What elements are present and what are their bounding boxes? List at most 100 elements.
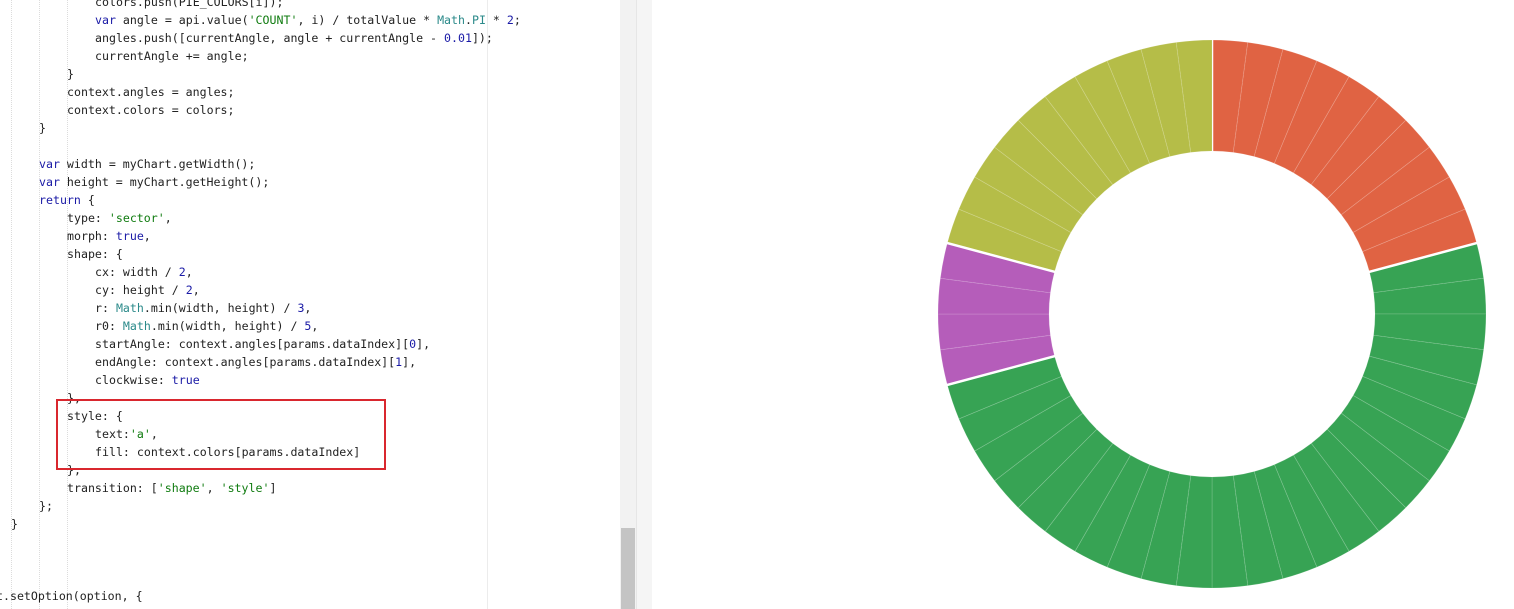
code-editor[interactable]: colors.push(PIE_COLORS[i]);var angle = a… (0, 0, 620, 609)
code-token: true (115, 229, 144, 243)
code-token: t.setOption(option, { (0, 589, 143, 603)
donut-slice[interactable] (1326, 412, 1430, 509)
code-token: fill: context.colors[params.dataIndex] (95, 445, 361, 459)
donut-slice[interactable] (1292, 76, 1380, 186)
donut-slice[interactable] (1292, 442, 1380, 552)
donut-slice[interactable] (946, 208, 1062, 273)
donut-slice[interactable] (1044, 76, 1132, 186)
indent-guide (39, 0, 40, 609)
donut-slice[interactable] (937, 277, 1051, 315)
donut-slice[interactable] (1017, 428, 1114, 532)
code-token: cy: height / (95, 283, 186, 297)
donut-slice[interactable] (1253, 48, 1318, 164)
code-token: 2 (185, 283, 193, 297)
donut-slice[interactable] (1044, 442, 1132, 552)
code-line: context.angles = angles; (67, 83, 235, 101)
code-line: var angle = api.value('COUNT', i) / tota… (95, 11, 521, 29)
scrollbar-thumb[interactable] (621, 528, 635, 609)
code-line: }; (39, 497, 53, 515)
code-token: }; (39, 499, 53, 513)
style-block-highlight (56, 399, 386, 470)
donut-slice[interactable] (1074, 454, 1151, 568)
code-line: clockwise: true (95, 371, 200, 389)
donut-slice[interactable] (1175, 475, 1213, 589)
code-token: .min(width, height) / (150, 319, 305, 333)
code-token: }, (67, 463, 81, 477)
code-token: 'a' (129, 427, 151, 441)
code-line: angles.push([currentAngle, angle + curre… (95, 29, 493, 47)
code-token: clockwise: (95, 373, 172, 387)
code-token: * (485, 13, 507, 27)
code-token: 1 (395, 355, 403, 369)
code-token: context.colors = colors; (67, 103, 235, 117)
donut-slice[interactable] (1362, 355, 1478, 420)
code-line: startAngle: context.angles[params.dataIn… (95, 335, 430, 353)
editor-scrollbar[interactable] (620, 0, 636, 609)
donut-slice[interactable] (1074, 60, 1151, 174)
code-token: Math (122, 319, 151, 333)
donut-slice[interactable] (994, 119, 1098, 216)
donut-slice[interactable] (1253, 464, 1318, 580)
code-token: 5 (304, 319, 312, 333)
code-token: r: (95, 301, 116, 315)
code-token: } (11, 517, 18, 531)
code-token: Math (437, 13, 465, 27)
code-token: 'style' (220, 481, 270, 495)
donut-slice[interactable] (1340, 146, 1450, 234)
chart-pane (652, 0, 1514, 609)
group-separator (946, 354, 1056, 387)
code-token: . (464, 13, 472, 27)
code-line: r: Math.min(width, height) / 3, (95, 299, 311, 317)
code-line: }, (67, 389, 81, 407)
donut-slice[interactable] (974, 394, 1084, 482)
code-token: ] (269, 481, 277, 495)
donut-slice[interactable] (1352, 176, 1466, 253)
donut-slice[interactable] (1368, 242, 1485, 294)
code-line: r0: Math.min(width, height) / 5, (95, 317, 318, 335)
donut-slice[interactable] (1273, 454, 1350, 568)
donut-slice[interactable] (1140, 470, 1192, 587)
code-token: true (171, 373, 200, 387)
code-token: ]); (471, 31, 493, 45)
donut-slice[interactable] (1232, 470, 1284, 587)
code-token: , (304, 301, 312, 315)
donut-slice[interactable] (1310, 96, 1407, 200)
donut-slice[interactable] (1106, 464, 1171, 580)
code-token: Math (115, 301, 144, 315)
code-token: return (39, 193, 81, 207)
donut-slice[interactable] (974, 146, 1084, 234)
code-line: t.setOption(option, { (0, 587, 143, 605)
code-token: 'COUNT' (248, 13, 298, 27)
indent-guide (11, 0, 12, 609)
donut-slice[interactable] (958, 375, 1072, 452)
code-line: type: 'sector', (67, 209, 172, 227)
code-token: var (39, 175, 60, 189)
code-token: 'sector' (108, 211, 165, 225)
code-line: colors.push(PIE_COLORS[i]); (95, 0, 283, 11)
code-token: ], (402, 355, 417, 369)
code-line: cy: height / 2, (95, 281, 200, 299)
donut-slice[interactable] (939, 334, 1056, 386)
code-token: startAngle: context.angles[params.dataIn… (95, 337, 410, 351)
pane-divider[interactable] (636, 0, 652, 609)
code-token: endAngle: context.angles[params.dataInde… (95, 355, 396, 369)
code-line: var height = myChart.getHeight(); (39, 173, 269, 191)
donut-slice[interactable] (1175, 39, 1213, 153)
code-token: 3 (297, 301, 305, 315)
code-token: height = myChart.getHeight(); (59, 175, 270, 189)
donut-slice[interactable] (1140, 41, 1192, 158)
code-token: colors.push(PIE_COLORS[i]); (95, 0, 284, 9)
code-line: endAngle: context.angles[params.dataInde… (95, 353, 416, 371)
code-token: , (143, 229, 151, 243)
code-token: , (150, 427, 158, 441)
code-line: text:'a', (95, 425, 158, 443)
group-separator (946, 241, 1056, 274)
code-token: { (80, 193, 95, 207)
code-token: 0 (409, 337, 417, 351)
code-token: width = myChart.getWidth(); (59, 157, 256, 171)
donut-slice[interactable] (958, 176, 1072, 253)
donut-slice[interactable] (1340, 394, 1450, 482)
code-token: 'shape' (157, 481, 207, 495)
code-token: type: (67, 211, 109, 225)
code-line: } (67, 65, 74, 83)
